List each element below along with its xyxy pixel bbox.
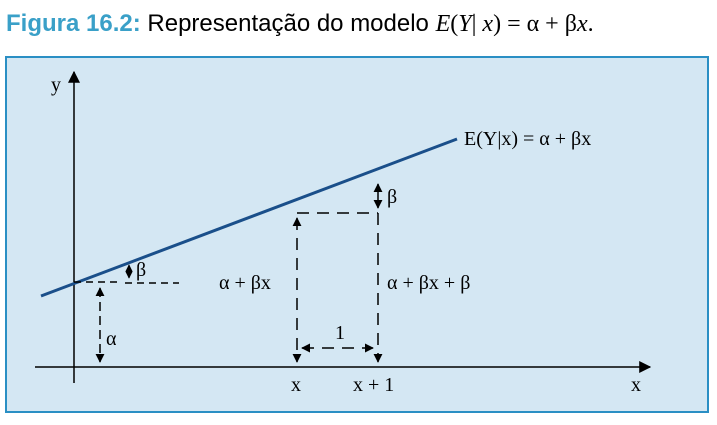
small-slope-label: β: [136, 259, 146, 281]
tick-x-label: x: [291, 374, 301, 396]
slope-rise-label: β: [387, 186, 397, 208]
caption-equation: E(Y| x) = α + βx.: [435, 11, 594, 37]
regression-line: [40, 137, 458, 298]
run-label: 1: [335, 322, 345, 344]
tick-x1-label: x + 1: [353, 374, 394, 396]
figure-number-label: Figura 16.2:: [6, 10, 141, 37]
regression-diagram: y x E(Y|x) = α + βx α β α + βx α + βx + …: [5, 56, 709, 413]
diagram-canvas: y x E(Y|x) = α + βx α β α + βx α + βx + …: [35, 70, 652, 396]
regression-line-label: E(Y|x) = α + βx: [464, 128, 591, 150]
y-axis-label: y: [51, 74, 61, 96]
figure-caption: Figura 16.2: Representação do modelo E(Y…: [6, 4, 594, 44]
value-at-x1-label: α + βx + β: [387, 272, 470, 294]
value-at-x-label: α + βx: [219, 272, 271, 294]
caption-text: Representação do modelo: [140, 10, 436, 37]
x-axis-label: x: [631, 374, 641, 396]
intercept-label: α: [106, 328, 117, 350]
